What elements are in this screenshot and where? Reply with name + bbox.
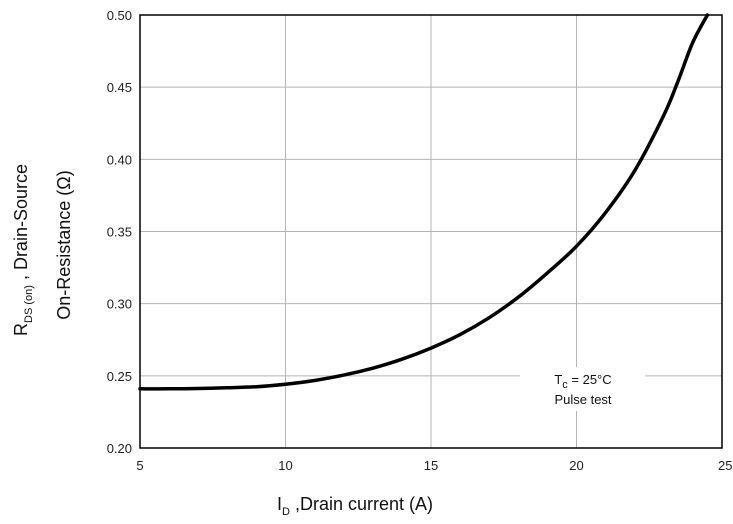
x-tick-label: 15 bbox=[424, 458, 438, 473]
x-tick-label: 5 bbox=[136, 458, 143, 473]
annotation-line-2: Pulse test bbox=[554, 392, 611, 407]
y-tick-label: 0.40 bbox=[107, 152, 132, 167]
x-tick-label: 10 bbox=[278, 458, 292, 473]
series-line bbox=[138, 13, 710, 391]
y-tick-label: 0.35 bbox=[107, 225, 132, 240]
y-axis-label-line-2: On-Resistance (Ω) bbox=[54, 170, 74, 320]
annotation-box bbox=[520, 367, 645, 411]
y-tick-label: 0.45 bbox=[107, 80, 132, 95]
plot-frame bbox=[139, 14, 723, 449]
x-tick-label: 20 bbox=[569, 458, 583, 473]
y-axis-ticks: 0.20 0.25 0.30 0.35 0.40 0.45 0.50 bbox=[107, 8, 132, 456]
y-tick-label: 0.30 bbox=[107, 297, 132, 312]
annotation-line-1: Tc = 25°C bbox=[554, 372, 611, 391]
y-tick-label: 0.25 bbox=[107, 369, 132, 384]
x-tick-label: 25 bbox=[718, 458, 732, 473]
y-axis-label-line-1: RDS (on) , Drain-Source bbox=[11, 164, 35, 336]
x-axis-label: ID ,Drain current (A) bbox=[277, 494, 433, 518]
y-tick-label: 0.50 bbox=[107, 8, 132, 23]
x-axis-ticks: 5 10 15 20 25 bbox=[136, 458, 732, 473]
y-tick-label: 0.20 bbox=[107, 441, 132, 456]
